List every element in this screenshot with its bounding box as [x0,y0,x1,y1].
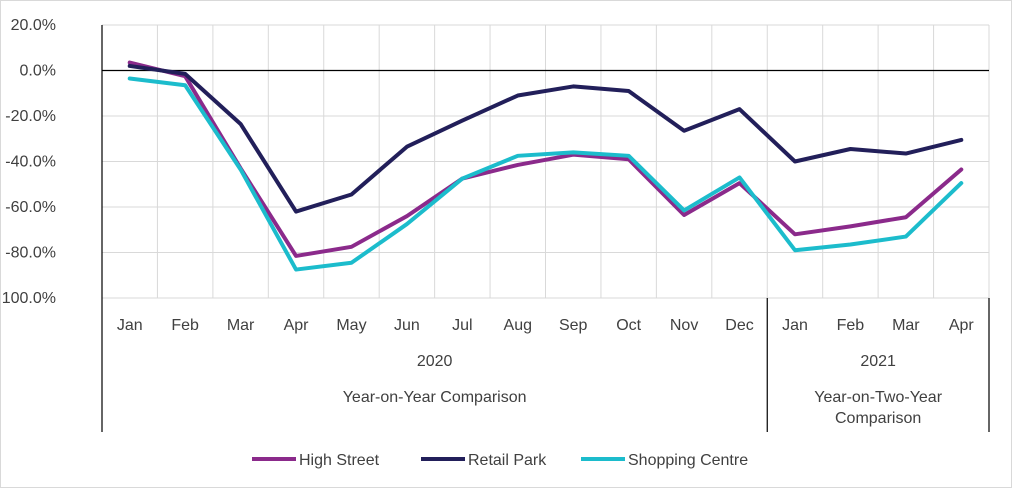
y-tick-label: -20.0% [5,108,56,125]
y-tick-label: -60.0% [5,199,56,216]
x-category-label: Mar [892,317,920,334]
x-category-label: Dec [725,317,753,334]
legend-label: Retail Park [468,452,547,469]
y-tick-label: 0.0% [20,63,56,80]
series-lines [127,60,964,272]
x-category-label: Apr [284,317,310,334]
x-axis-groups: 2020 Year-on-Year Comparison 2021 Year-on-T… [343,298,990,432]
series-line-high-street [127,60,964,258]
group-label-line: Year-on-Two-Year [814,389,942,406]
x-category-label: Nov [670,317,698,334]
group-label-line: Comparison [835,410,921,427]
x-category-label: Feb [171,317,199,334]
y-tick-label: -40.0% [5,154,56,171]
x-category-label: Jan [782,317,808,334]
x-category-label: Oct [616,317,641,334]
x-category-label: Aug [504,317,532,334]
y-axis-ticks: 20.0% 0.0% -20.0% -40.0% -60.0% -80.0% -100.0% [0,17,56,307]
x-axis-categories: Jan Feb Mar Apr May Jun Jul Aug Sep Oct Nov Dec Jan F… [117,317,975,334]
x-category-label: Jan [117,317,143,334]
x-category-label: Apr [949,317,975,334]
y-tick-label: -80.0% [5,245,56,262]
x-category-label: Feb [837,317,865,334]
series-line-shopping-centre [127,76,964,272]
legend-label: High Street [299,452,380,469]
x-category-label: Jul [452,317,472,334]
group-label: Year-on-Year Comparison [343,389,527,406]
x-category-label: Mar [227,317,255,334]
group-year-label: 2020 [417,353,453,370]
x-category-label: May [336,317,366,334]
axes [101,25,989,432]
legend: High Street Retail Park Shopping Centre [252,452,748,469]
series-line-retail-park [127,63,964,214]
group-year-label: 2021 [860,353,896,370]
x-category-label: Jun [394,317,420,334]
legend-label: Shopping Centre [628,452,748,469]
y-tick-label: -100.0% [1,290,56,307]
y-tick-label: 20.0% [11,17,56,34]
x-category-label: Sep [559,317,588,334]
